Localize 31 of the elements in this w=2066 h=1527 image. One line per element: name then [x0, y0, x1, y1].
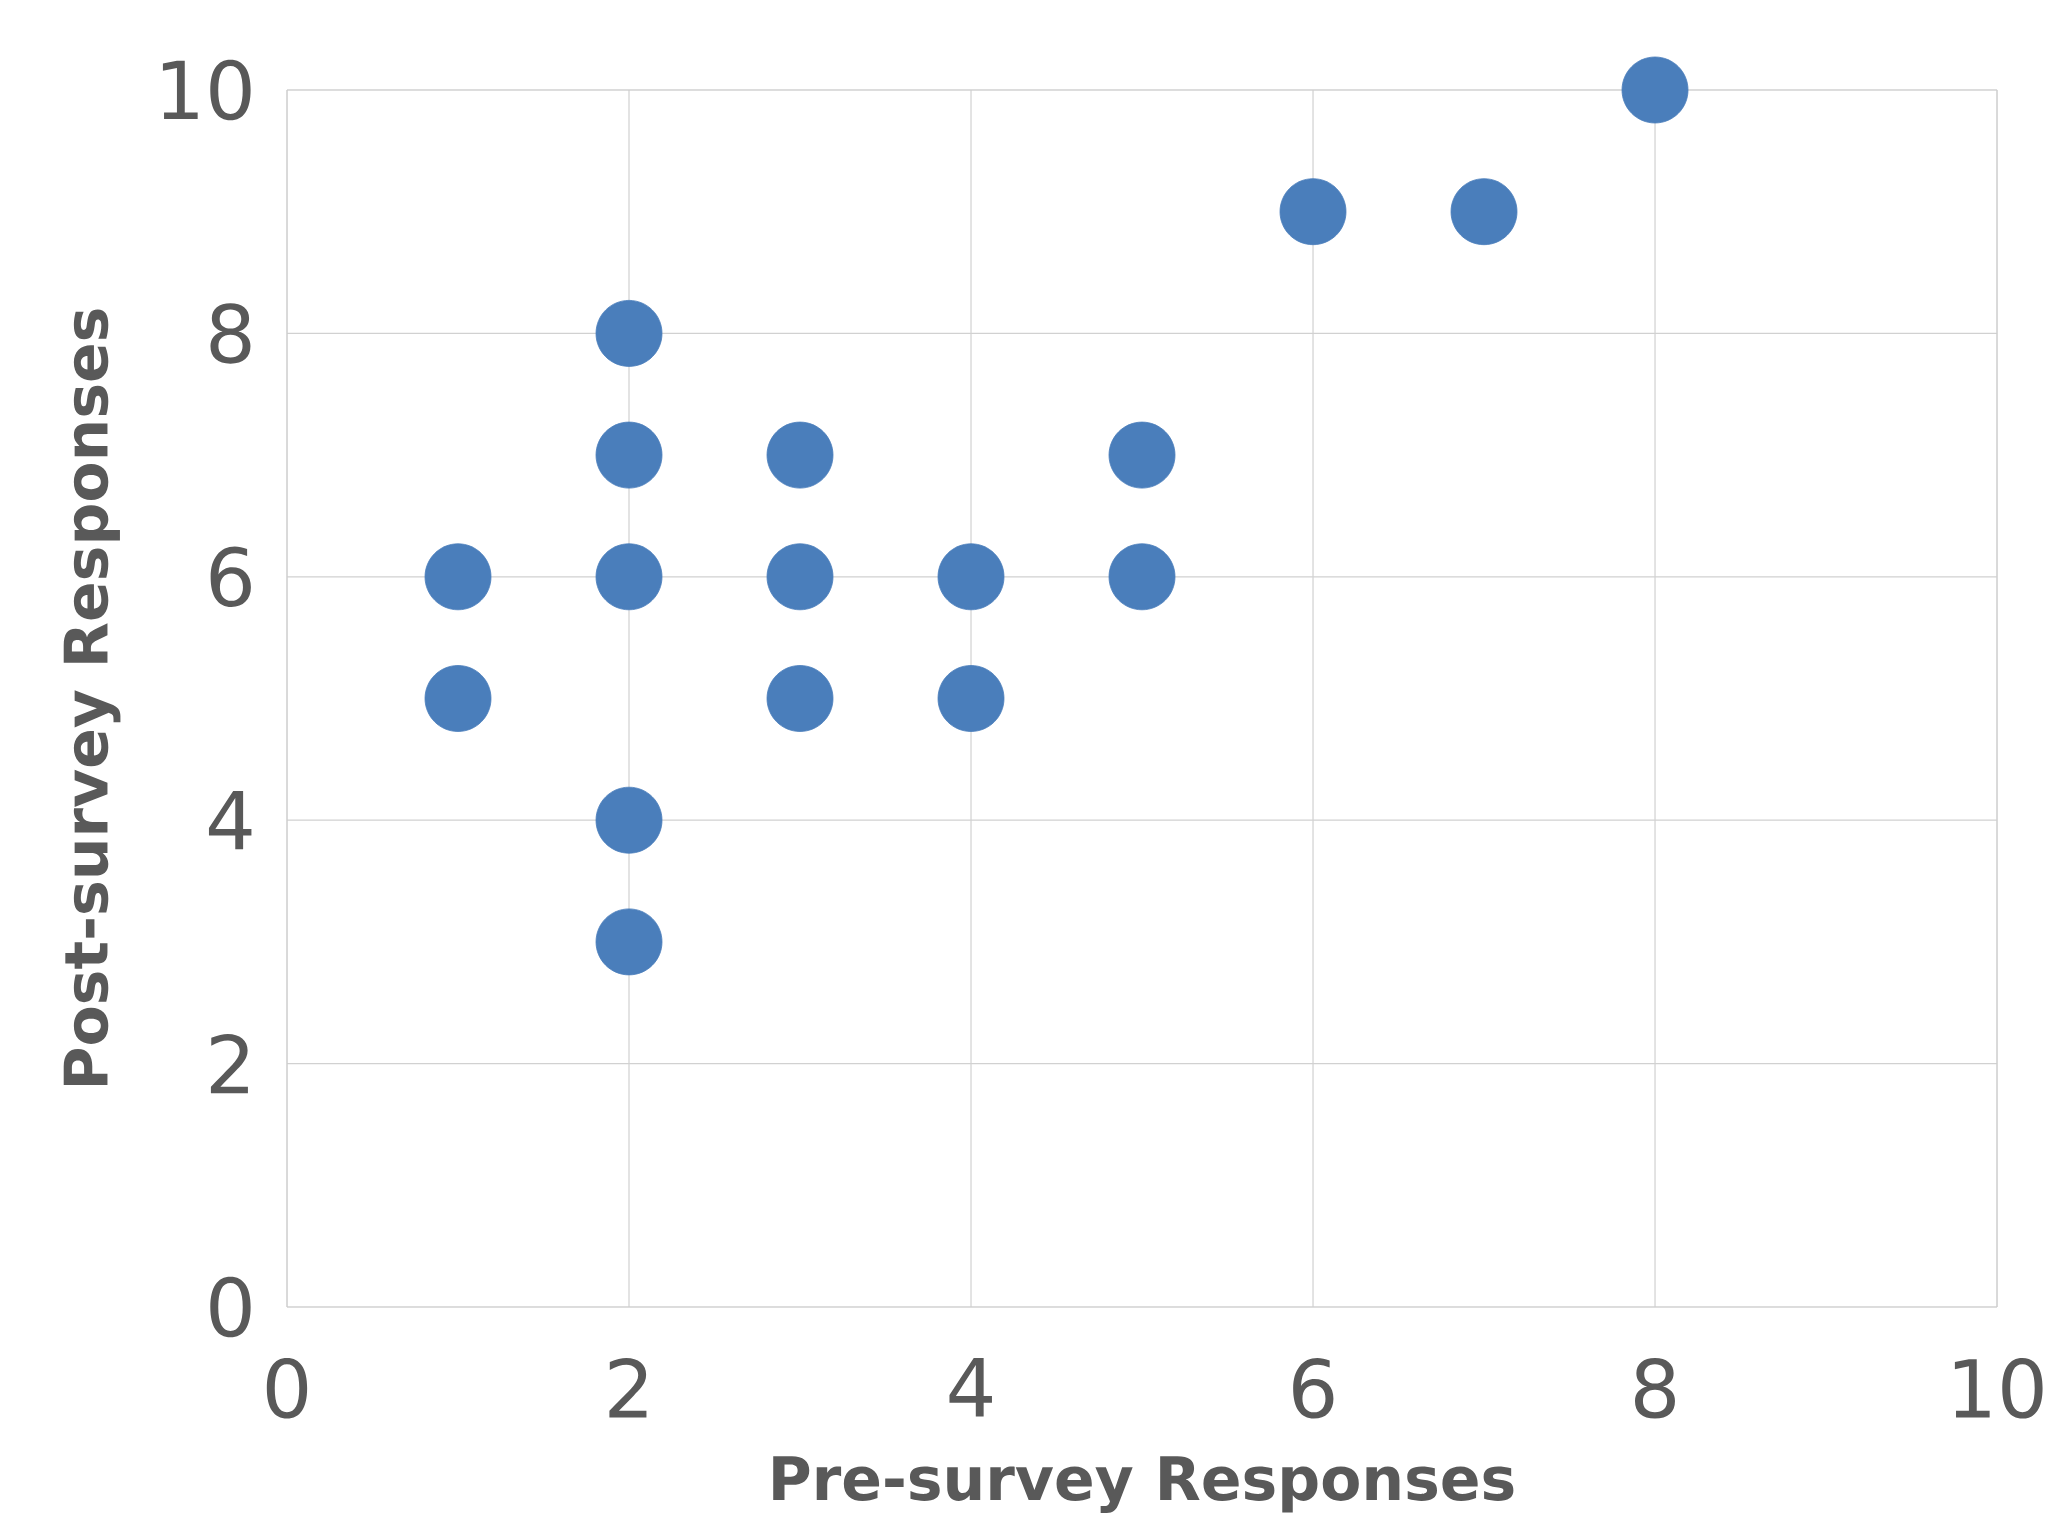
- point: [937, 665, 1005, 732]
- point: [424, 665, 492, 732]
- point: [595, 299, 663, 367]
- x-tick-label: 2: [609, 1358, 647, 1418]
- point: [1108, 543, 1176, 611]
- point: [595, 908, 663, 976]
- x-tick-label: 0: [266, 1358, 308, 1419]
- point: [595, 786, 663, 854]
- y-tick-label: 8: [210, 303, 251, 364]
- point: [595, 543, 663, 611]
- x-tick-label: 6: [1293, 1358, 1334, 1419]
- y-tick-label: 4: [208, 791, 252, 850]
- y-tick-label: 10: [162, 59, 251, 121]
- point: [595, 421, 663, 489]
- y-tick-label: 0: [210, 1276, 251, 1338]
- x-tick-label: 4: [949, 1358, 992, 1417]
- x-tick-label: 8: [1634, 1358, 1675, 1419]
- point: [1108, 421, 1176, 489]
- y-tick-label: 6: [210, 546, 251, 608]
- point: [937, 543, 1005, 611]
- x-axis-title: Pre-survey Responses: [773, 1456, 1514, 1513]
- x-tick-label: 10: [1954, 1358, 2043, 1419]
- point: [766, 543, 834, 611]
- point: [1450, 178, 1518, 246]
- point: [1621, 56, 1689, 124]
- point: [766, 665, 834, 732]
- point: [766, 421, 834, 489]
- point: [424, 543, 492, 611]
- y-axis-title: Post-survey Responses: [63, 309, 121, 1085]
- point: [1279, 178, 1347, 246]
- y-tick-label: 2: [210, 1033, 248, 1094]
